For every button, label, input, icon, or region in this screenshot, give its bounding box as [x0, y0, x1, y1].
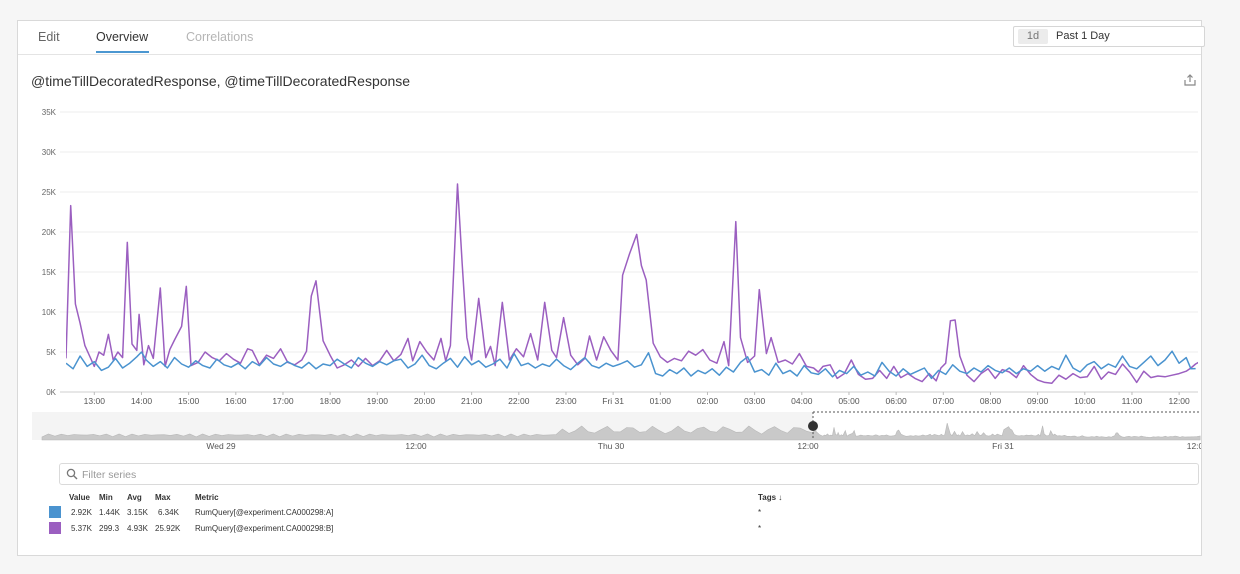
timeseries-chart[interactable]: 0K 5K 10K 15K 20K 25K 30K 35K 13:00 14:00 15:00 16…	[18, 21, 1201, 461]
time-range-label: Past 1 Day	[1056, 30, 1110, 42]
share-icon[interactable]	[1183, 73, 1197, 87]
col-header-tags[interactable]: Tags ↓	[758, 493, 783, 502]
series-a-avg: 3.15K	[127, 508, 148, 517]
x-tick-label: 01:00	[650, 396, 672, 406]
x-tick-label: 04:00	[791, 396, 813, 406]
series-a-max: 6.34K	[158, 508, 179, 517]
x-tick-label: 19:00	[367, 396, 389, 406]
tab-correlations[interactable]: Correlations	[186, 30, 254, 44]
x-tick-label: 14:00	[131, 396, 153, 406]
series-b-avg: 4.93K	[127, 524, 148, 533]
time-navigator[interactable]: Wed 29 12:00 Thu 30 12:00 Fri 31 12:0	[32, 411, 1201, 451]
navigator-label: 12:00	[797, 441, 819, 451]
navigator-label: Wed 29	[206, 441, 235, 451]
x-tick-label: 13:00	[84, 396, 106, 406]
y-tick-label: 10K	[42, 308, 57, 317]
x-tick-label: 15:00	[178, 396, 200, 406]
x-tick-label: 05:00	[838, 396, 860, 406]
series-b-metric: RumQuery[@experiment.CA000298:B]	[195, 524, 334, 533]
navigator-label: 12:0	[1187, 441, 1201, 451]
dashboard-panel: Edit Overview Correlations 1d Past 1 Day…	[17, 20, 1205, 556]
col-header-min[interactable]: Min	[99, 493, 113, 502]
y-tick-label: 0K	[46, 388, 56, 397]
active-tab-indicator	[96, 51, 149, 53]
navigator-label: Fri 31	[992, 441, 1014, 451]
tab-edit[interactable]: Edit	[38, 30, 60, 44]
y-tick-label: 35K	[42, 108, 57, 117]
chart-title: @timeTillDecoratedResponse, @timeTillDec…	[31, 73, 411, 89]
x-tick-label: 02:00	[697, 396, 719, 406]
y-tick-label: 25K	[42, 188, 57, 197]
series-b-max: 25.92K	[155, 524, 181, 533]
series-b-swatch	[49, 522, 61, 534]
grid-lines	[60, 111, 1198, 393]
x-tick-label: 21:00	[461, 396, 483, 406]
x-tick-label: 11:00	[1122, 396, 1143, 406]
x-tick-label: 07:00	[933, 396, 955, 406]
col-header-max[interactable]: Max	[155, 493, 171, 502]
filter-series-input[interactable]	[80, 466, 1184, 484]
tab-bar: Edit Overview Correlations 1d Past 1 Day	[18, 21, 1205, 55]
y-axis: 0K 5K 10K 15K 20K 25K 30K 35K	[42, 108, 57, 397]
navigator-label: 12:00	[405, 441, 427, 451]
x-axis: 13:00 14:00 15:00 16:00 17:00 18:00 19:00 20:00…	[84, 392, 1190, 406]
series-a-swatch	[49, 506, 61, 518]
navigator-handle[interactable]	[808, 421, 818, 431]
x-tick-label: 16:00	[225, 396, 247, 406]
x-tick-label: 17:00	[272, 396, 294, 406]
x-tick-label: 03:00	[744, 396, 766, 406]
series-b-value: 5.37K	[71, 524, 92, 533]
y-tick-label: 15K	[42, 268, 57, 277]
series-a-metric: RumQuery[@experiment.CA000298:A]	[195, 508, 334, 517]
x-tick-label: 23:00	[555, 396, 577, 406]
x-tick-label: 12:00	[1168, 396, 1190, 406]
series-b-min: 299.3	[99, 524, 120, 533]
x-tick-label: 22:00	[508, 396, 530, 406]
series-a-min: 1.44K	[99, 508, 120, 517]
filter-series-box[interactable]	[59, 463, 1199, 485]
x-tick-label: 10:00	[1074, 396, 1096, 406]
series-a-line	[66, 350, 1196, 380]
x-tick-label: 06:00	[885, 396, 907, 406]
series-a-tags: *	[758, 508, 762, 517]
x-tick-label: Fri 31	[602, 396, 624, 406]
col-header-value[interactable]: Value	[69, 493, 90, 502]
y-tick-label: 20K	[42, 228, 57, 237]
y-tick-label: 30K	[42, 148, 57, 157]
series-b-tags: *	[758, 524, 762, 533]
col-header-avg[interactable]: Avg	[127, 493, 142, 502]
x-tick-label: 20:00	[414, 396, 436, 406]
time-range-short: 1d	[1018, 29, 1048, 44]
x-tick-label: 18:00	[319, 396, 341, 406]
x-tick-label: 09:00	[1027, 396, 1049, 406]
search-icon	[66, 468, 78, 480]
y-tick-label: 5K	[46, 348, 56, 357]
x-tick-label: 08:00	[980, 396, 1002, 406]
navigator-label: Thu 30	[598, 441, 625, 451]
series-a-value: 2.92K	[71, 508, 92, 517]
navigator-sparkline	[41, 423, 1201, 441]
tab-overview[interactable]: Overview	[96, 30, 149, 44]
time-range-picker[interactable]: 1d Past 1 Day	[1013, 26, 1205, 47]
series-b-line	[66, 183, 1198, 384]
col-header-metric[interactable]: Metric	[195, 493, 219, 502]
series-lines	[66, 183, 1198, 384]
